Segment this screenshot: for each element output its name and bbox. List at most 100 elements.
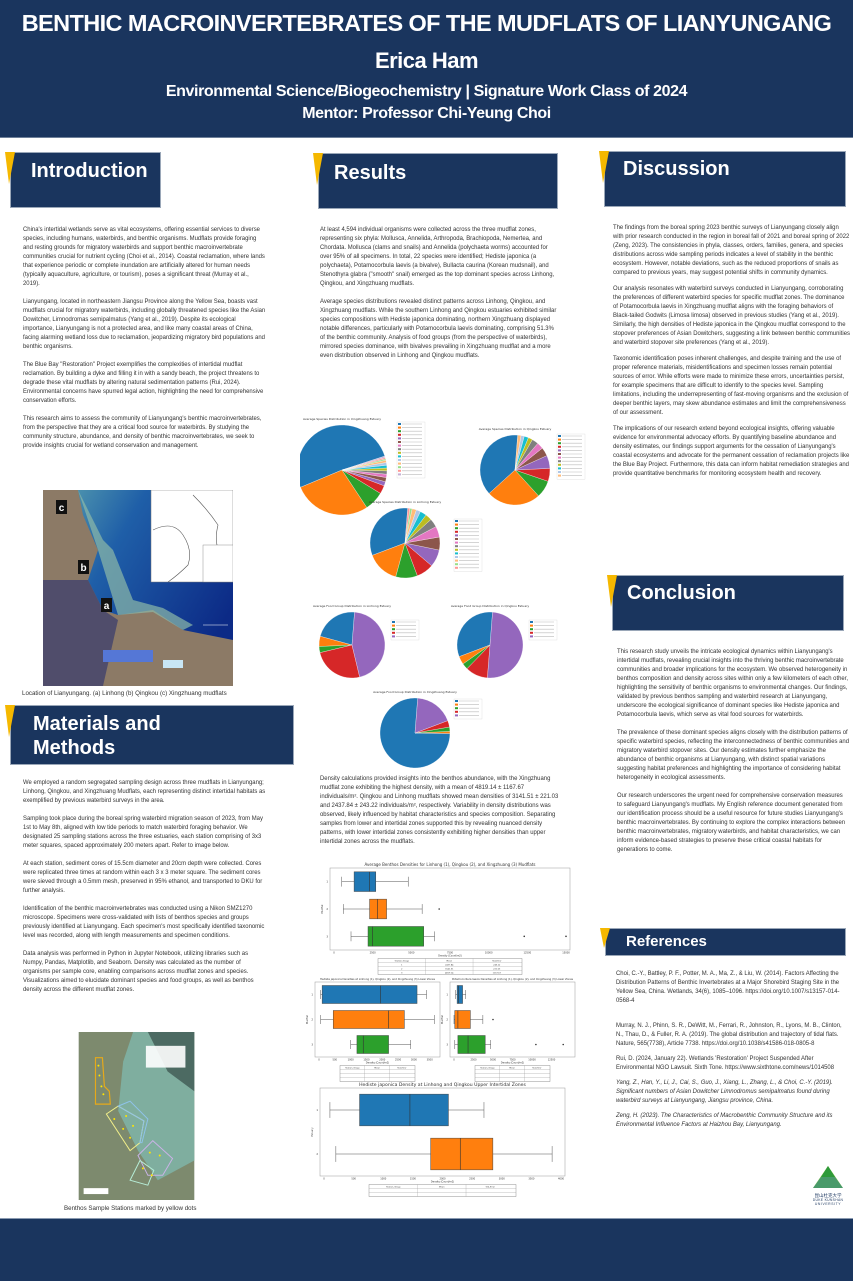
dku-logo: 昆山杜克大学 DUKE KUNSHAN UNIVERSITY [806, 1166, 850, 1216]
y-tick-label: 1 [326, 880, 328, 884]
legend-swatch [455, 559, 458, 562]
y-tick-label: 1 [316, 1108, 318, 1112]
legend-swatch [398, 437, 401, 440]
pie-slice [300, 469, 368, 516]
x-tick-label: 7500 [447, 951, 454, 954]
y-axis-label: Mudflat [441, 1015, 444, 1024]
poster-header: BENTHIC MACROINVERTEBRATES OF THE MUDFLA… [0, 0, 853, 138]
table-cell: 243.22 [493, 964, 501, 966]
legend-swatch [455, 520, 458, 522]
reference-item: Yang, Z., Han, Y., Li, J., Cai, S., Guo,… [616, 1080, 833, 1104]
table-cell: 2 [401, 968, 403, 970]
outlier-point [492, 1018, 494, 1021]
x-axis-label: Density (Count/m2) [431, 1181, 455, 1184]
x-axis-label: Density (Count/m2) [438, 955, 462, 958]
pie-legend [556, 433, 586, 480]
x-tick-label: 0 [318, 1058, 320, 1061]
paragraph: Density calculations provided insights i… [320, 776, 559, 845]
stats-table: Station_Group Mean Std_Error [368, 1184, 517, 1197]
table-header: Std_Error [492, 959, 501, 962]
paragraph: Lianyungang, located in northeastern Jia… [23, 299, 266, 350]
pie-title: Average Food Group Distribution in Linho… [313, 604, 391, 608]
x-tick-label: 3500 [528, 1177, 535, 1180]
y-tick-label: 2 [311, 1018, 313, 1022]
legend-swatch [558, 442, 561, 445]
paragraph: Our analysis resonates with waterbird su… [613, 286, 850, 346]
yellow-triangle-accent [313, 153, 323, 185]
x-tick-label: 7500 [509, 1058, 516, 1061]
dku-mountain-logo-icon [813, 1166, 843, 1188]
box-iqr [367, 926, 424, 947]
pie-title: Average Food Group Distribution in Qingk… [451, 604, 530, 608]
legend-swatch [455, 545, 458, 548]
box-plot: Average Benthos Densities for Linhong (1… [321, 862, 570, 975]
legend-swatch [530, 628, 533, 631]
legend-swatch [530, 631, 533, 634]
yellow-triangle-accent [600, 928, 610, 948]
pie-legend [528, 619, 558, 641]
legend-box [556, 433, 586, 480]
discussion-text: The findings from the boreal spring 2023… [613, 224, 850, 486]
legend-swatch [398, 466, 401, 469]
reference-item: Zeng, H. (2023). The Characteristics of … [616, 1113, 833, 1128]
box-plot-title: Potamocorbula laevis Densities at Linhon… [452, 977, 574, 981]
x-tick-label: 10000 [485, 951, 493, 954]
reference-item: Murray, N. J., Phinn, S. R., DeWitt, M.,… [616, 1023, 842, 1047]
outlier-point [565, 935, 567, 938]
section-title: Results [334, 162, 407, 184]
legend-swatch [558, 449, 561, 452]
pie-chart: Average Food Group Distribution in Xingz… [373, 690, 483, 769]
table-cell: 221.03 [493, 968, 501, 970]
paragraph: China's intertidal wetlands serve as vit… [23, 227, 265, 287]
paragraph: At least 4,594 individual organisms were… [320, 227, 555, 287]
section-title: Conclusion [627, 582, 736, 604]
paragraph: Sampling took place during the boreal sp… [23, 816, 263, 849]
mudflat-area [78, 490, 193, 630]
pie-legend [390, 619, 420, 641]
box-iqr [353, 871, 377, 892]
paragraph: The Blue Bay "Restoration" Project exemp… [23, 362, 264, 404]
legend-swatch [392, 635, 395, 638]
legend-swatch [392, 631, 395, 634]
paragraph: At each station, sediment cores of 15.5c… [23, 861, 263, 894]
pie-legend [396, 421, 426, 479]
table-header: Std_Error [532, 1066, 541, 1069]
pie-slice [319, 611, 355, 646]
paragraph: Identification of the benthic macroinver… [23, 906, 265, 939]
legend-swatch [398, 448, 401, 451]
table-cell: 4819.14 [445, 972, 454, 974]
legend-swatch [398, 441, 401, 443]
box-iqr [359, 1093, 449, 1127]
x-tick-label: 500 [333, 1058, 338, 1061]
legend-box [453, 698, 483, 720]
legend-swatch [455, 563, 458, 566]
y-tick-label: 2 [326, 907, 328, 911]
pie-slice [487, 611, 523, 679]
pie-title: Average Species Distribution in Qingkou … [479, 427, 552, 431]
box-iqr [332, 1010, 405, 1029]
y-tick-label: 3 [446, 1043, 448, 1047]
section-title: Introduction [31, 160, 148, 182]
table-header: Mean [509, 1067, 515, 1069]
box [350, 1035, 411, 1054]
stats-table: Station_Group Mean Std_Error [339, 1065, 416, 1082]
pie-slice [404, 507, 411, 544]
box [343, 898, 440, 920]
table-header: Station_Group [395, 959, 410, 962]
legend-swatch [392, 624, 395, 627]
sample-station-dots [97, 1064, 161, 1177]
paragraph: We employed a random segregated sampling… [23, 780, 266, 804]
pie-title: Average Species Distribution in Linhong … [369, 500, 441, 504]
map-caption: Location of Lianyungang. (a) Linhong (b)… [22, 690, 227, 697]
svg-text:b: b [80, 563, 86, 574]
paragraph: Our research underscores the urgent need… [617, 793, 846, 853]
legend-swatch [398, 426, 401, 429]
x-axis-label: Density (Count/m2) [366, 1062, 390, 1065]
x-tick-label: 5000 [490, 1058, 497, 1061]
table-header: Mean [374, 1067, 380, 1069]
pie-slice [369, 507, 408, 556]
y-tick-label: 2 [446, 1018, 448, 1022]
pie-slice [414, 697, 448, 734]
paragraph: This research study unveils the intricat… [617, 649, 849, 718]
lianyungang-location-map: c b a [43, 490, 233, 686]
